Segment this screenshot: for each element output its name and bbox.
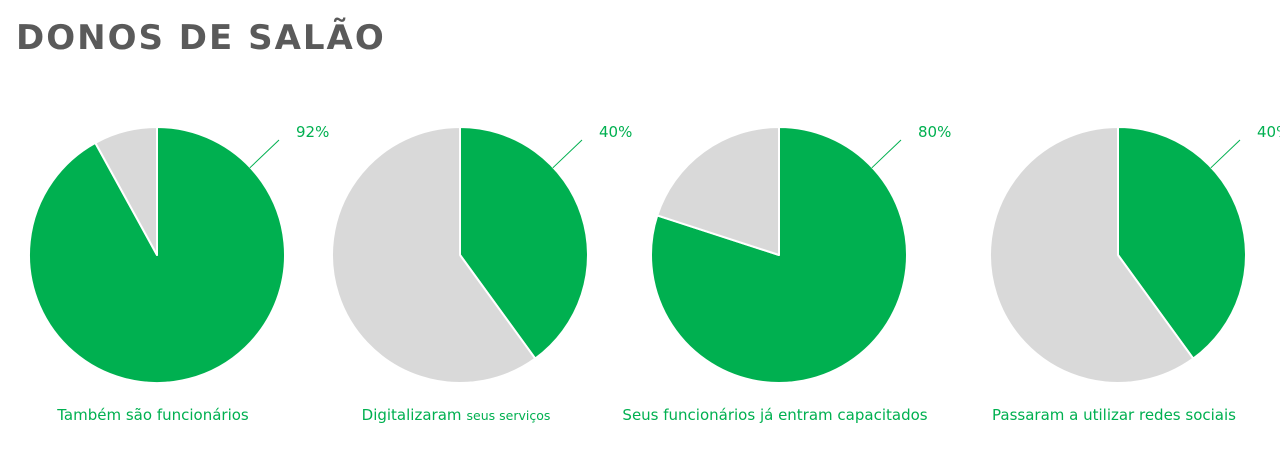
chart-caption-small: seus serviços [467, 408, 551, 423]
pie-chart-1: 92% Também são funcionários [28, 123, 329, 424]
pie-chart-4: 40% Passaram a utilizar redes sociais [989, 123, 1280, 424]
pie-chart-2: 40% Digitalizaram seus serviços [331, 123, 632, 424]
data-label: 40% [1257, 123, 1280, 141]
pie-slice-remainder [989, 126, 1195, 384]
data-label-leader-line [552, 139, 583, 169]
chart-caption: Seus funcionários já entram capacitados [622, 406, 927, 424]
pie-chart-3: 80% Seus funcionários já entram capacitad… [622, 123, 951, 424]
chart-caption: Passaram a utilizar redes sociais [992, 406, 1236, 424]
chart-caption-main: Digitalizaram [362, 406, 462, 424]
page-title: DONOS DE SALÃO [16, 18, 386, 58]
data-label: 40% [599, 123, 632, 141]
data-label-leader-line [249, 139, 280, 169]
chart-caption-main: Passaram a utilizar redes sociais [992, 406, 1236, 424]
chart-caption-main: Seus funcionários já entram capacitados [622, 406, 927, 424]
pie-slice-remainder [331, 126, 537, 384]
data-label: 80% [918, 123, 951, 141]
pie-slice-remainder [94, 126, 158, 256]
data-label-leader-line [871, 139, 902, 169]
chart-caption-main: Também são funcionários [56, 406, 249, 424]
data-label: 92% [296, 123, 329, 141]
pie-slice-primary [1117, 126, 1247, 360]
chart-caption: Digitalizaram seus serviços [362, 406, 551, 424]
pie-slice-remainder [656, 126, 780, 256]
pie-slice-primary [459, 126, 589, 360]
data-label-leader-line [1210, 139, 1241, 169]
chart-caption: Também são funcionários [56, 406, 249, 424]
